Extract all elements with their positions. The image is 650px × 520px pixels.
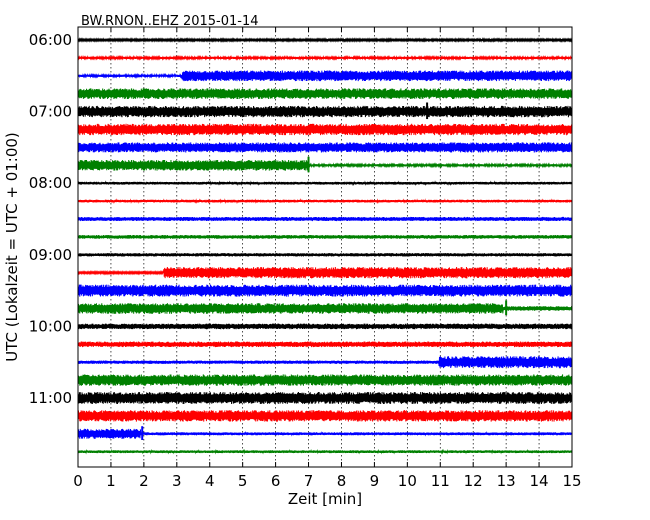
trace-line-0615 — [77, 54, 573, 61]
trace-line-0630 — [77, 70, 573, 82]
trace-0645 — [77, 88, 573, 100]
x-tick-label-10: 10 — [398, 472, 417, 490]
trace-0730 — [77, 142, 573, 153]
seismogram-traces — [77, 37, 573, 455]
trace-1145 — [77, 448, 573, 455]
trace-0700 — [77, 102, 573, 120]
trace-0945 — [77, 300, 573, 316]
trace-1130 — [77, 426, 573, 441]
y-axis-label: UTC (Lokalzeit = UTC + 01:00) — [3, 132, 21, 362]
x-tick-label-15: 15 — [562, 472, 581, 490]
trace-line-0645 — [77, 88, 573, 100]
x-tick-label-8: 8 — [337, 472, 347, 490]
trace-line-0730 — [77, 142, 573, 153]
x-tick-label-14: 14 — [530, 472, 549, 490]
trace-line-0700 — [77, 105, 573, 118]
trace-0845 — [77, 234, 573, 239]
trace-line-1100 — [77, 391, 573, 404]
y-tick-label-0600: 06:00 — [29, 31, 72, 49]
trace-line-0830 — [77, 216, 573, 222]
trace-line-0715 — [77, 123, 573, 136]
x-tick-label-5: 5 — [238, 472, 248, 490]
trace-line-0845 — [77, 234, 573, 239]
x-tick-label-2: 2 — [139, 472, 149, 490]
trace-1015 — [77, 341, 573, 348]
trace-0915 — [77, 266, 573, 279]
trace-line-1130 — [77, 428, 573, 439]
trace-1045 — [77, 374, 573, 386]
trace-line-0915 — [77, 266, 573, 279]
x-tick-label-9: 9 — [370, 472, 380, 490]
trace-line-0945 — [77, 303, 573, 314]
trace-0600 — [77, 37, 573, 43]
y-tick-label-1100: 11:00 — [29, 389, 72, 407]
trace-line-0815 — [77, 198, 573, 205]
y-tick-label-0800: 08:00 — [29, 174, 72, 192]
vertical-gridlines — [110, 27, 540, 467]
plot-frame — [77, 26, 573, 468]
trace-line-1045 — [77, 374, 573, 386]
chart-title: BW.RNON..EHZ 2015-01-14 — [81, 14, 259, 29]
trace-0930 — [77, 284, 573, 297]
trace-0800 — [77, 180, 573, 187]
trace-line-0745 — [77, 159, 573, 171]
y-tick-label-1000: 10:00 — [29, 317, 72, 335]
y-tick-label-0700: 07:00 — [29, 103, 72, 121]
trace-line-1030 — [77, 356, 573, 369]
x-tick-label-13: 13 — [497, 472, 516, 490]
trace-1000 — [77, 323, 573, 330]
x-tick-label-0: 0 — [73, 472, 83, 490]
trace-0815 — [77, 198, 573, 205]
trace-line-0600 — [77, 37, 573, 43]
trace-0715 — [77, 123, 573, 136]
trace-0830 — [77, 216, 573, 222]
trace-line-0930 — [77, 284, 573, 297]
x-tick-label-12: 12 — [464, 472, 483, 490]
x-tick-label-3: 3 — [172, 472, 182, 490]
y-tick-labels: 06:00 07:00 08:00 09:00 10:00 11:00 — [29, 31, 72, 407]
axis-ticks — [77, 27, 573, 467]
trace-1100 — [77, 391, 573, 404]
trace-line-1015 — [77, 341, 573, 348]
x-tick-label-6: 6 — [271, 472, 281, 490]
trace-line-1000 — [77, 323, 573, 330]
x-tick-label-4: 4 — [205, 472, 215, 490]
trace-0630 — [77, 70, 573, 82]
trace-0615 — [77, 54, 573, 61]
y-tick-label-0900: 09:00 — [29, 246, 72, 264]
x-axis-label: Zeit [min] — [288, 490, 362, 508]
trace-line-0800 — [77, 180, 573, 187]
trace-1030 — [77, 356, 573, 369]
x-tick-label-1: 1 — [106, 472, 116, 490]
trace-line-1115 — [77, 410, 573, 422]
x-tick-labels: 0 1 2 3 4 5 6 7 8 9 10 11 12 13 14 15 — [73, 472, 581, 490]
trace-0745 — [77, 156, 573, 173]
trace-line-1145 — [77, 448, 573, 455]
trace-line-0900 — [77, 253, 573, 257]
x-tick-label-11: 11 — [431, 472, 450, 490]
trace-1115 — [77, 410, 573, 422]
x-tick-label-7: 7 — [304, 472, 314, 490]
trace-0900 — [77, 253, 573, 257]
